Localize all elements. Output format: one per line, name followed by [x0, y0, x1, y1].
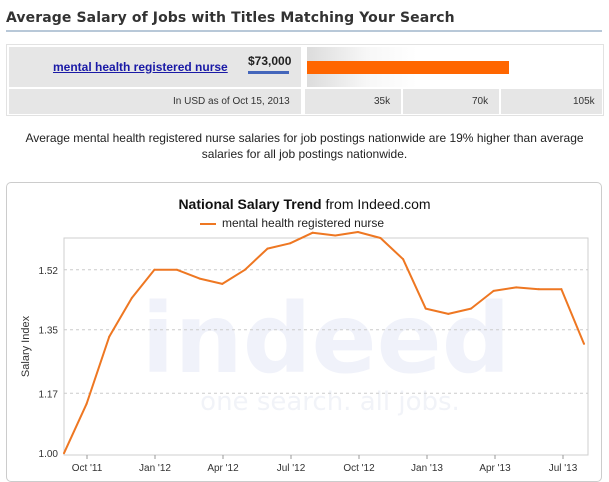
- scale-label-35k: 35k: [374, 96, 391, 107]
- data-point: [311, 231, 314, 234]
- chart-panel: [6, 182, 602, 482]
- x-tick-label: Jul '13: [549, 463, 578, 474]
- data-point: [198, 277, 201, 280]
- data-point: [537, 288, 540, 291]
- watermark-logo: indeed: [142, 283, 511, 395]
- x-tick-label: Jan '12: [139, 463, 171, 474]
- watermark-tagline: one search. all jobs.: [200, 387, 460, 417]
- y-tick-label: 1.17: [39, 389, 59, 400]
- comparison-text: Average mental health registered nurse s…: [25, 131, 584, 161]
- x-tick-label: Apr '12: [207, 463, 239, 474]
- salary-amount: $73,000: [248, 54, 292, 68]
- salary-amount-underline: [248, 71, 289, 74]
- chart-legend[interactable]: mental health registered nurse: [200, 216, 384, 230]
- data-point: [221, 282, 224, 285]
- data-point: [85, 402, 88, 405]
- data-point: [402, 258, 405, 261]
- data-point: [334, 234, 337, 237]
- scale-label-70k: 70k: [472, 96, 489, 107]
- x-tick-label: Oct '11: [72, 463, 103, 474]
- y-tick-label: 1.52: [39, 266, 59, 277]
- series-line: [63, 231, 585, 454]
- chart-title-source: from Indeed.com: [325, 196, 431, 212]
- x-tick-label: Oct '12: [343, 463, 375, 474]
- plot-area: [63, 237, 589, 456]
- scale-cell-3: [501, 89, 602, 114]
- legend-label: mental health registered nurse: [222, 216, 385, 230]
- scale-cell-2: [403, 89, 499, 114]
- job-title-link[interactable]: mental health registered nurse: [53, 60, 228, 74]
- data-point: [447, 312, 450, 315]
- currency-cell: [9, 89, 301, 114]
- data-point: [424, 307, 427, 310]
- data-point: [176, 268, 179, 271]
- x-tick-label: Jan '13: [411, 463, 443, 474]
- scale-cell-1: [305, 89, 401, 114]
- salary-box: mental health registered nurse $73,000 I…: [6, 44, 604, 116]
- page-heading: Average Salary of Jobs with Titles Match…: [6, 10, 602, 32]
- legend-swatch: [200, 222, 216, 225]
- data-point: [63, 452, 65, 455]
- data-point: [108, 335, 111, 338]
- x-tick-label: Jul '12: [277, 463, 306, 474]
- y-tick-label: 1.00: [39, 449, 59, 460]
- salary-bar: [307, 61, 509, 74]
- chart-title: National Salary Trend from Indeed.com: [0, 196, 609, 212]
- data-point: [515, 286, 518, 289]
- data-point: [356, 231, 359, 234]
- y-axis-label: Salary Index: [20, 315, 32, 377]
- chart-title-bold: National Salary Trend: [178, 196, 322, 212]
- data-point: [583, 342, 585, 345]
- data-point: [560, 288, 563, 291]
- data-point: [469, 307, 472, 310]
- x-tick-label: Apr '13: [479, 463, 511, 474]
- currency-note: In USD as of Oct 15, 2013: [173, 96, 290, 107]
- scale-label-105k: 105k: [573, 96, 595, 107]
- data-point: [243, 268, 246, 271]
- data-point: [153, 268, 156, 271]
- data-point: [130, 296, 133, 299]
- data-point: [289, 242, 292, 245]
- data-point: [492, 289, 495, 292]
- data-point: [379, 237, 382, 239]
- y-tick-label: 1.35: [39, 326, 59, 337]
- data-point: [266, 247, 269, 250]
- title-cell: [9, 47, 301, 87]
